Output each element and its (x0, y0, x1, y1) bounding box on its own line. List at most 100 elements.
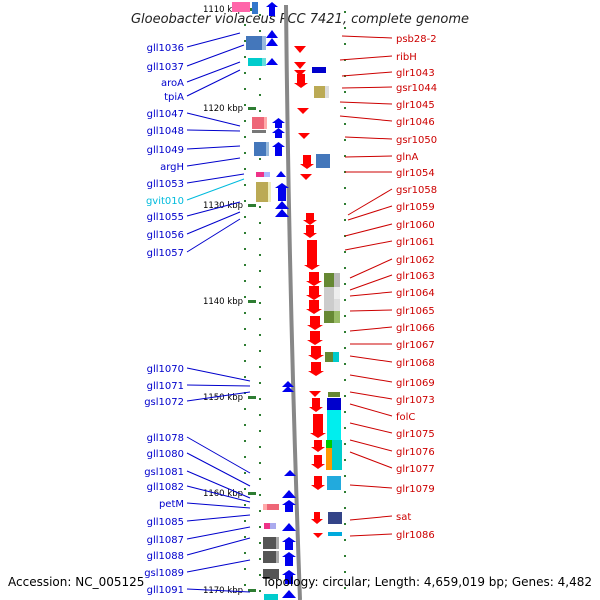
gene-label-left[interactable]: gll1078 (147, 433, 184, 444)
protein-feature-block[interactable] (328, 512, 342, 524)
protein-feature-block[interactable] (326, 440, 332, 454)
protein-feature-block[interactable] (263, 569, 279, 579)
protein-feature-block[interactable] (328, 392, 340, 397)
gene-label-left[interactable]: gll1071 (147, 381, 184, 392)
gene-arrow[interactable] (306, 300, 322, 314)
protein-feature-block[interactable] (262, 58, 266, 66)
gene-label-right[interactable]: glr1063 (396, 271, 435, 282)
gene-label-right[interactable]: glr1086 (396, 530, 435, 541)
gene-label-left[interactable]: gsl1081 (144, 467, 184, 478)
protein-feature-block[interactable] (325, 86, 329, 98)
gene-arrow[interactable] (307, 331, 323, 345)
gene-arrow[interactable] (272, 128, 285, 138)
gene-arrow[interactable] (282, 552, 296, 566)
gene-arrow[interactable] (311, 440, 325, 452)
gene-label-right[interactable]: glr1061 (396, 237, 435, 248)
gene-arrow[interactable] (275, 209, 289, 217)
protein-feature-block[interactable] (246, 36, 262, 50)
gene-arrow[interactable] (272, 118, 285, 128)
protein-feature-block[interactable] (316, 154, 330, 168)
gene-label-left[interactable]: gsl1072 (144, 397, 184, 408)
gene-label-right[interactable]: glr1068 (396, 358, 435, 369)
gene-label-left[interactable]: gll1085 (147, 517, 184, 528)
protein-feature-block[interactable] (256, 172, 264, 177)
gene-label-right[interactable]: glr1045 (396, 100, 435, 111)
gene-label-right[interactable]: gsr1050 (396, 135, 437, 146)
gene-arrow[interactable] (266, 38, 278, 46)
protein-feature-block[interactable] (328, 532, 342, 536)
protein-feature-block[interactable] (252, 2, 258, 14)
gene-label-right[interactable]: glr1067 (396, 340, 435, 351)
protein-feature-block[interactable] (264, 523, 270, 529)
protein-feature-block[interactable] (325, 352, 333, 362)
protein-feature-block[interactable] (334, 311, 340, 323)
gene-label-right[interactable]: glr1073 (396, 395, 435, 406)
gene-arrow[interactable] (297, 108, 309, 114)
protein-feature-block[interactable] (327, 410, 341, 440)
gene-arrow[interactable] (282, 500, 296, 512)
protein-feature-block[interactable] (265, 504, 279, 510)
gene-arrow[interactable] (311, 455, 325, 469)
gene-arrow[interactable] (300, 174, 312, 180)
protein-feature-block[interactable] (324, 273, 336, 287)
protein-feature-block[interactable] (262, 36, 266, 50)
gene-arrow[interactable] (275, 183, 289, 201)
gene-label-left[interactable]: petM (159, 499, 184, 510)
protein-feature-block[interactable] (334, 273, 340, 287)
protein-feature-block[interactable] (248, 58, 262, 66)
gene-label-right[interactable]: folC (396, 412, 415, 423)
gene-arrow[interactable] (294, 46, 306, 53)
protein-feature-block[interactable] (232, 2, 250, 12)
gene-arrow[interactable] (309, 398, 323, 412)
gene-arrow[interactable] (300, 155, 314, 169)
gene-label-left[interactable]: gll1048 (147, 126, 184, 137)
gene-arrow[interactable] (282, 537, 296, 550)
protein-feature-block[interactable] (266, 142, 269, 156)
gene-label-left[interactable]: gll1056 (147, 230, 184, 241)
gene-arrow[interactable] (282, 523, 296, 531)
protein-feature-block[interactable] (324, 311, 336, 323)
protein-feature-block[interactable] (333, 352, 339, 362)
gene-arrow[interactable] (308, 362, 324, 376)
gene-label-left[interactable]: gll1055 (147, 212, 184, 223)
gene-label-right[interactable]: ribH (396, 52, 417, 63)
protein-feature-block[interactable] (264, 172, 270, 177)
gene-arrow[interactable] (266, 58, 278, 65)
gene-label-left[interactable]: tpiA (164, 92, 184, 103)
protein-feature-block[interactable] (270, 523, 276, 529)
gene-arrow[interactable] (309, 391, 321, 397)
gene-label-left[interactable]: gll1082 (147, 482, 184, 493)
gene-label-right[interactable]: glr1062 (396, 255, 435, 266)
gene-arrow[interactable] (284, 470, 296, 476)
gene-label-right[interactable]: glnA (396, 152, 418, 163)
gene-label-left[interactable]: gll1087 (147, 535, 184, 546)
protein-feature-block[interactable] (252, 130, 266, 133)
gene-arrow[interactable] (266, 2, 278, 16)
gene-arrow[interactable] (282, 490, 296, 498)
gene-label-right[interactable]: glr1077 (396, 464, 435, 475)
gene-arrow[interactable] (294, 74, 308, 88)
gene-arrow[interactable] (282, 590, 296, 598)
gene-label-left[interactable]: aroA (161, 78, 184, 89)
gene-arrow[interactable] (304, 240, 320, 270)
gene-label-left[interactable]: gll1049 (147, 145, 184, 156)
gene-label-right[interactable]: glr1075 (396, 429, 435, 440)
gene-arrow[interactable] (313, 533, 323, 538)
gene-label-right[interactable]: glr1076 (396, 447, 435, 458)
protein-feature-block[interactable] (326, 448, 332, 470)
gene-label-left[interactable]: gll1088 (147, 551, 184, 562)
gene-arrow[interactable] (282, 570, 296, 584)
gene-label-left[interactable]: gll1091 (147, 585, 184, 596)
gene-label-left[interactable]: gll1053 (147, 179, 184, 190)
protein-feature-block[interactable] (276, 537, 279, 549)
gene-arrow[interactable] (272, 142, 285, 156)
protein-feature-block[interactable] (276, 551, 279, 563)
protein-feature-block[interactable] (263, 551, 279, 563)
gene-label-right[interactable]: glr1079 (396, 484, 435, 495)
gene-arrow[interactable] (311, 512, 323, 524)
gene-label-right[interactable]: glr1054 (396, 168, 435, 179)
gene-label-left[interactable]: gll1070 (147, 364, 184, 375)
protein-feature-block[interactable] (263, 504, 267, 510)
gene-arrow[interactable] (298, 133, 310, 139)
protein-feature-block[interactable] (334, 299, 340, 311)
